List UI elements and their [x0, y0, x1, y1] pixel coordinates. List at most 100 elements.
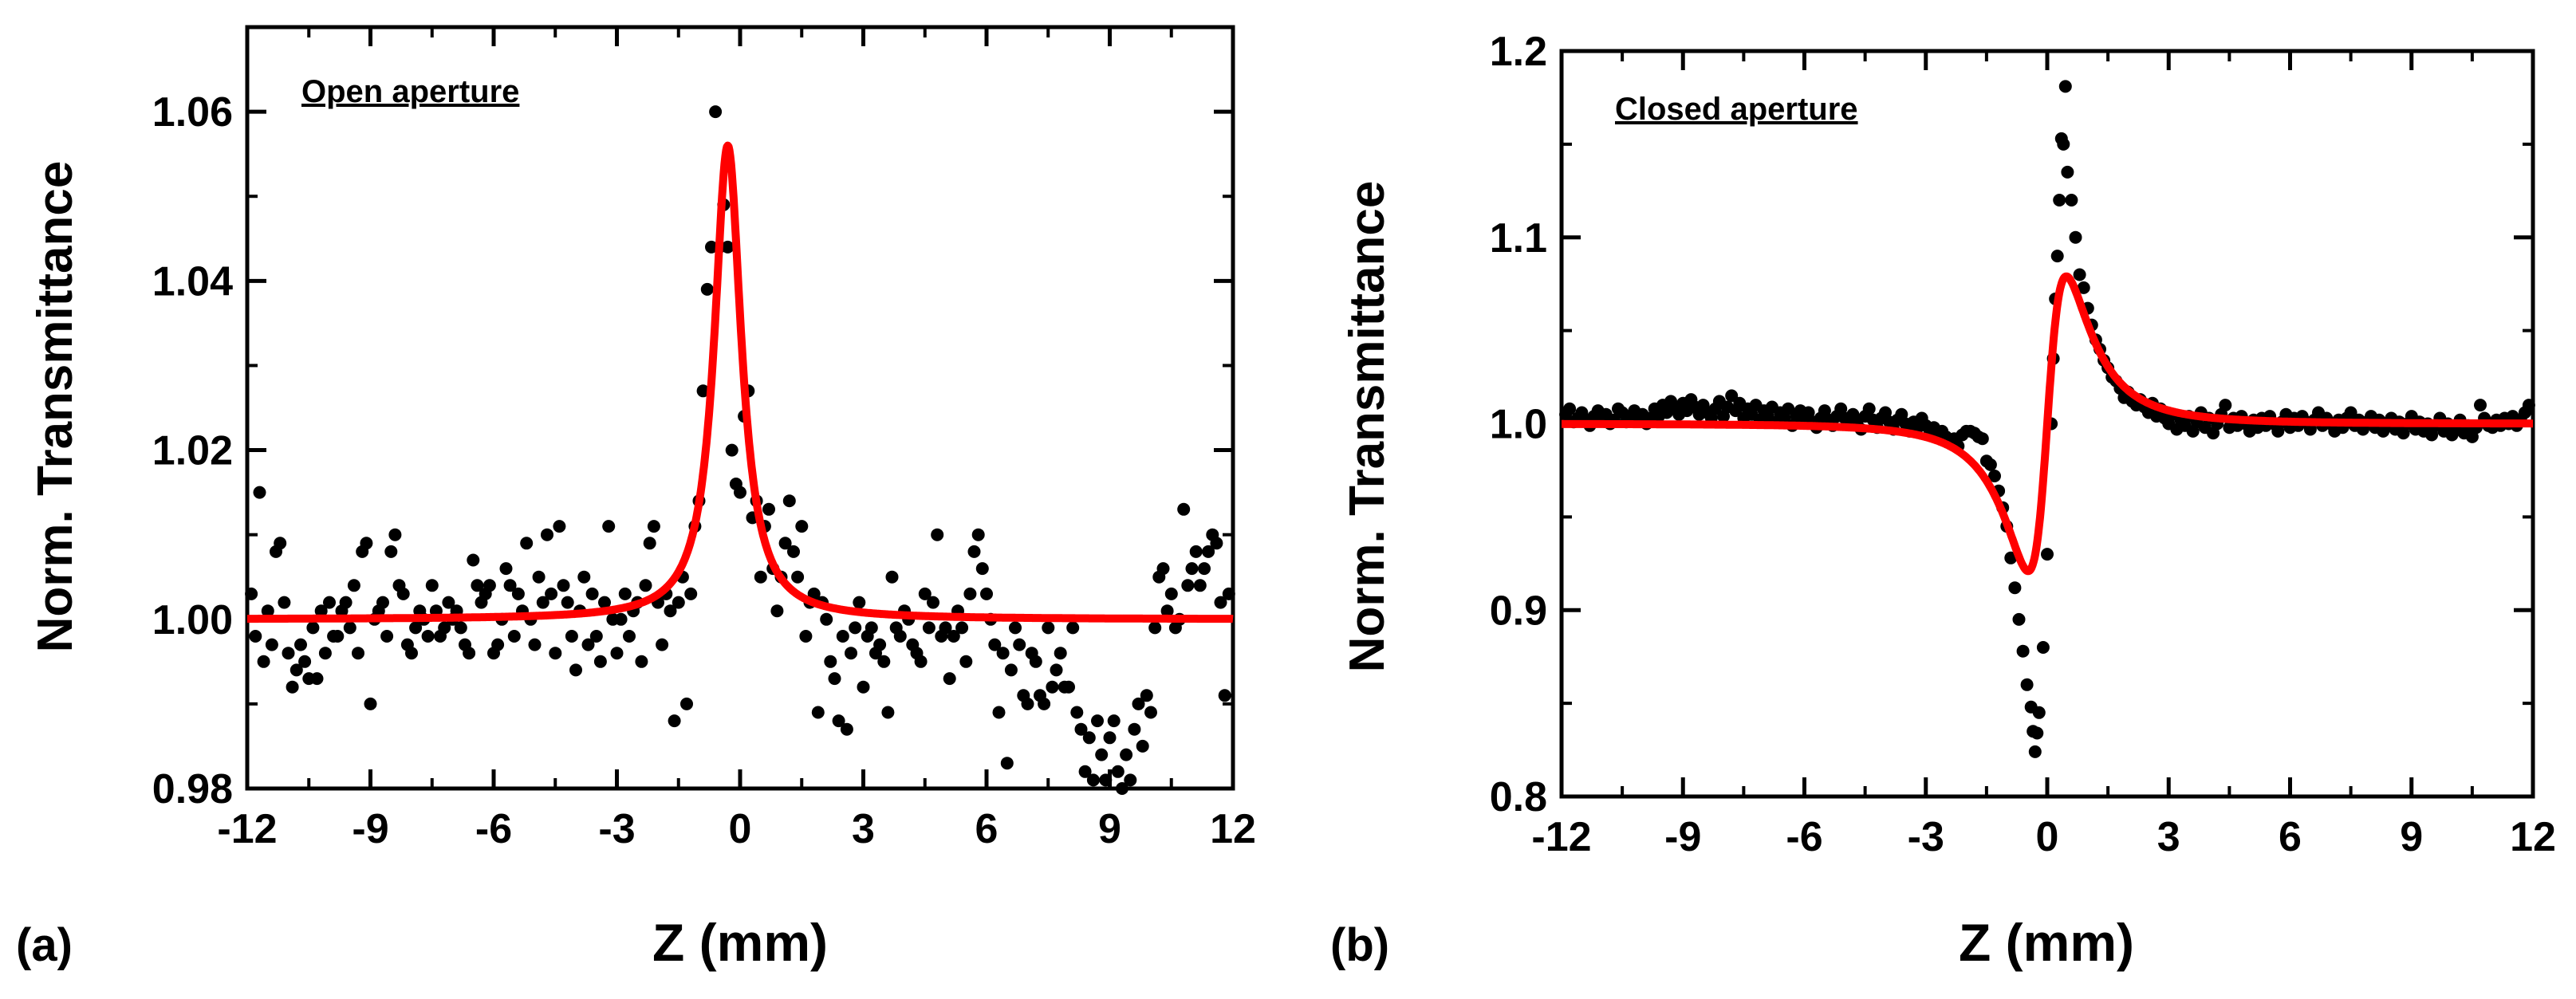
- data-point: [1202, 545, 1215, 558]
- data-point: [483, 579, 496, 592]
- data-point: [725, 443, 739, 457]
- data-point: [376, 596, 389, 609]
- data-point: [1782, 402, 1795, 415]
- x-tick-labels: -12 -9 -6 -3 0 3 6 9 12: [217, 806, 1256, 852]
- data-point: [541, 528, 553, 541]
- data-point: [1009, 621, 1022, 635]
- data-point: [696, 384, 710, 398]
- data-point: [1078, 765, 1092, 778]
- y-tick-label: 1.02: [152, 428, 233, 474]
- data-point: [557, 579, 570, 592]
- data-point: [2522, 399, 2535, 412]
- data-point: [261, 604, 274, 618]
- plot-area: [244, 105, 1236, 795]
- data-point: [1988, 470, 2001, 482]
- data-point: [364, 697, 377, 710]
- data-point: [1156, 562, 1170, 576]
- data-point: [343, 621, 356, 635]
- data-point: [2028, 745, 2042, 758]
- x-tick-label: 12: [2510, 814, 2556, 860]
- data-point: [836, 630, 849, 643]
- x-tick-label: 12: [1210, 806, 1256, 852]
- data-point: [782, 494, 796, 508]
- data-point: [1132, 697, 1145, 710]
- data-point: [787, 545, 800, 558]
- data-points: [245, 105, 1235, 795]
- data-point: [286, 680, 299, 694]
- data-point: [1099, 773, 1113, 787]
- data-point: [824, 655, 837, 668]
- data-point: [339, 596, 353, 609]
- data-point: [1116, 782, 1128, 795]
- y-tick-label: 0.9: [1490, 588, 1547, 634]
- data-point: [1054, 647, 1067, 660]
- data-point: [1148, 621, 1162, 635]
- data-point: [1177, 502, 1191, 516]
- data-point: [857, 680, 870, 694]
- data-point: [1124, 773, 1137, 787]
- data-point: [507, 630, 521, 643]
- data-point: [845, 647, 857, 660]
- data-point: [1140, 689, 1153, 702]
- data-point: [1107, 714, 1121, 728]
- data-point: [865, 621, 878, 635]
- data-point: [360, 537, 373, 550]
- data-point: [1136, 739, 1149, 753]
- data-point: [1091, 714, 1104, 728]
- x-tick-label: 6: [975, 806, 998, 852]
- x-tick-label: -6: [1786, 814, 1822, 860]
- data-point: [282, 647, 295, 660]
- data-point: [647, 520, 660, 533]
- data-point: [754, 570, 767, 584]
- data-point: [734, 486, 746, 499]
- data-point: [593, 655, 607, 668]
- data-point: [1074, 722, 1088, 736]
- data-point: [245, 587, 258, 600]
- data-point: [1070, 706, 1084, 719]
- data-point: [668, 714, 681, 728]
- data-point: [274, 537, 287, 550]
- data-point: [1164, 587, 1178, 600]
- data-point: [2053, 194, 2066, 206]
- data-point: [1862, 402, 1876, 415]
- data-point: [820, 612, 833, 626]
- data-point: [2008, 581, 2022, 595]
- data-point: [253, 486, 266, 499]
- data-point: [1062, 680, 1075, 694]
- x-tick-label: 3: [852, 806, 875, 852]
- data-point: [996, 647, 1010, 660]
- data-point: [467, 553, 480, 567]
- panel-label: (a): [16, 919, 73, 971]
- data-point: [2057, 137, 2070, 151]
- data-point: [388, 528, 402, 541]
- data-point: [545, 587, 558, 600]
- data-point: [992, 706, 1006, 719]
- data-point: [1983, 458, 1997, 471]
- data-point: [298, 655, 312, 668]
- data-point: [1144, 706, 1157, 719]
- data-point: [265, 638, 278, 651]
- data-point: [988, 638, 1002, 651]
- data-point: [1181, 579, 1195, 592]
- data-point: [306, 621, 320, 635]
- data-point: [791, 570, 805, 584]
- data-point: [1111, 765, 1125, 778]
- x-tick-label: 0: [2036, 814, 2059, 860]
- data-point: [885, 570, 899, 584]
- data-point: [318, 647, 332, 660]
- plot-frame: [245, 25, 1235, 791]
- x-tick-label: -3: [1908, 814, 1944, 860]
- y-axis-label: Norm. Transmittance: [28, 161, 83, 653]
- data-point: [331, 630, 345, 643]
- panel-label: (b): [1330, 919, 1389, 971]
- data-point: [565, 630, 578, 643]
- data-point: [2077, 281, 2090, 294]
- x-tick-label: 3: [2157, 814, 2180, 860]
- data-point: [931, 528, 944, 541]
- x-axis-label: Z (mm): [652, 913, 828, 972]
- data-point: [425, 579, 439, 592]
- y-tick-labels: 0.98 1.00 1.02 1.04 1.06: [152, 89, 233, 812]
- x-tick-label: 9: [2400, 814, 2423, 860]
- data-point: [1214, 596, 1227, 609]
- data-point: [536, 596, 549, 609]
